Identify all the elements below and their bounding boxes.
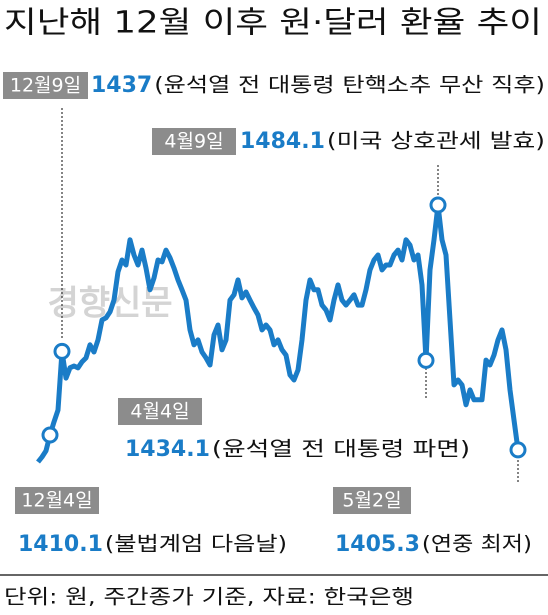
point-marker bbox=[41, 426, 59, 444]
value-label: 1437 bbox=[91, 73, 152, 98]
value-label: 1410.1 bbox=[18, 532, 103, 557]
date-box bbox=[333, 487, 411, 514]
value-label: 1484.1 bbox=[240, 129, 325, 154]
point-marker bbox=[417, 351, 435, 369]
date-label: 5월2일 bbox=[342, 490, 401, 512]
point-marker bbox=[53, 342, 71, 360]
watermark: 경향신문 bbox=[47, 284, 172, 324]
date-label: 12월4일 bbox=[21, 490, 92, 512]
line bbox=[36, 202, 521, 464]
date-box bbox=[15, 487, 99, 514]
date-label: 12월9일 bbox=[10, 75, 81, 97]
value-label: 1434.1 bbox=[125, 437, 210, 462]
date-box bbox=[152, 128, 236, 155]
date-label: 4월4일 bbox=[130, 401, 189, 423]
chart-title: 지난해 12월 이후 원·달러 환율 추이 bbox=[4, 6, 542, 41]
date-box bbox=[3, 72, 88, 99]
note-label: (연중 최저) bbox=[422, 532, 532, 556]
note-label: (미국 상호관세 발효) bbox=[327, 129, 545, 153]
note-label: (불법계엄 다음날) bbox=[105, 532, 287, 556]
footnote: 단위: 원, 주간종가 기준, 자료: 한국은행 bbox=[4, 585, 414, 609]
date-box bbox=[118, 398, 202, 425]
date-label: 4월9일 bbox=[164, 131, 223, 153]
note-label: (윤석열 전 대통령 탄핵소추 무산 직후) bbox=[154, 73, 545, 97]
note-label: (윤석열 전 대통령 파면) bbox=[212, 437, 470, 461]
value-label: 1405.3 bbox=[335, 532, 420, 557]
point-marker bbox=[509, 441, 527, 459]
point-marker bbox=[429, 196, 447, 214]
